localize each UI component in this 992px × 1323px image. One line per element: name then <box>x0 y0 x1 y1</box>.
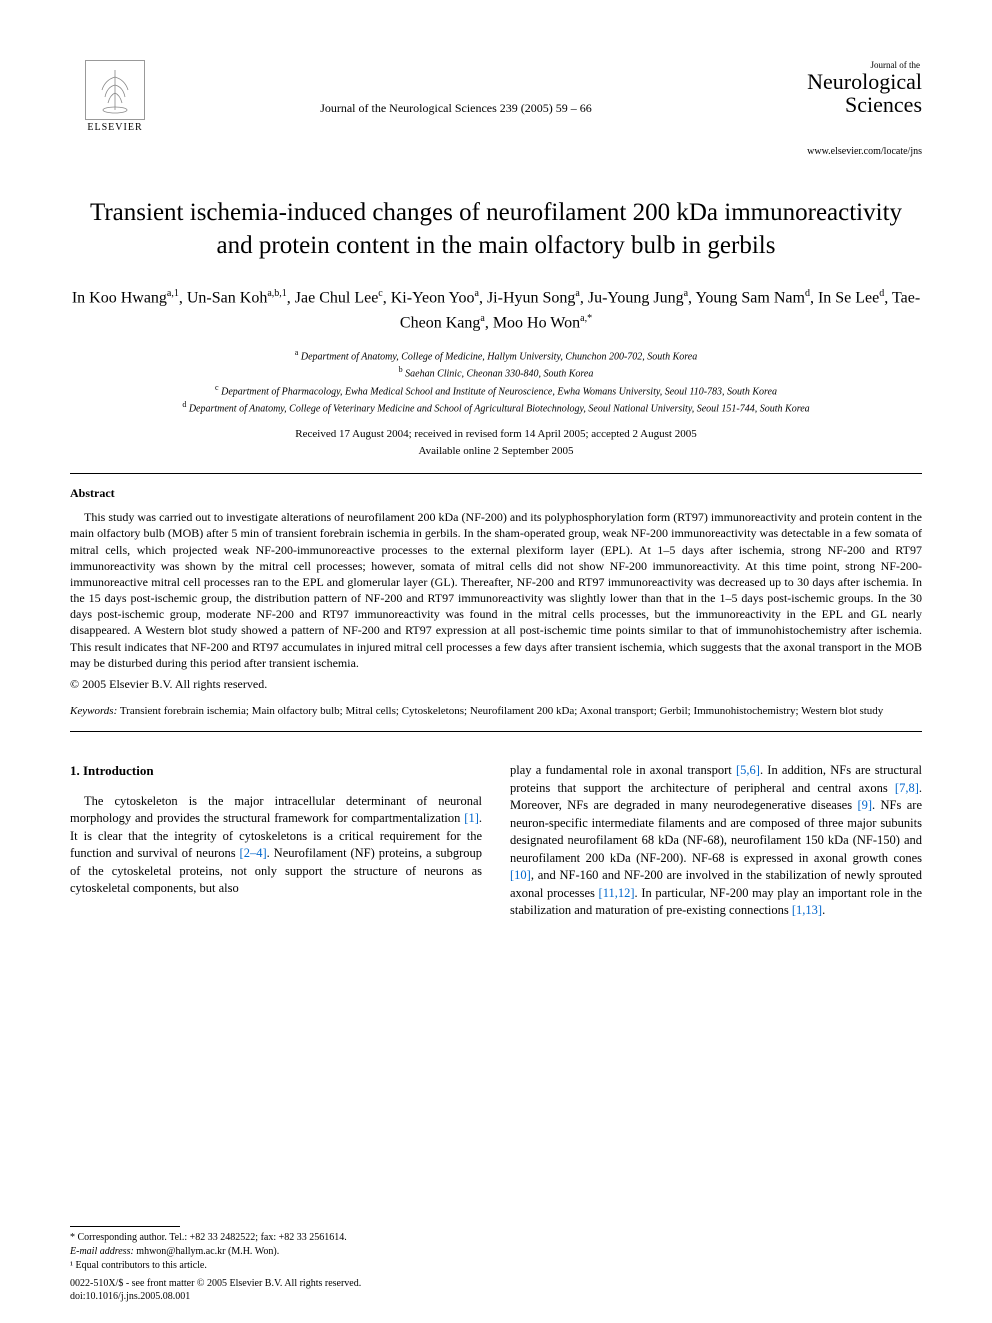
keywords-text: Transient forebrain ischemia; Main olfac… <box>120 705 883 717</box>
abstract-body: This study was carried out to investigat… <box>70 509 922 671</box>
footnote-rule <box>70 1226 180 1227</box>
rule-top <box>70 473 922 474</box>
journal-logo-block: Journal of the Neurological Sciences www… <box>752 60 922 157</box>
body-columns: 1. Introduction The cytoskeleton is the … <box>70 762 922 920</box>
footer: 0022-510X/$ - see front matter © 2005 El… <box>70 1277 361 1303</box>
journal-name-l2: Sciences <box>752 93 922 116</box>
email-address: mhwon@hallym.ac.kr (M.H. Won). <box>136 1246 279 1257</box>
intro-para-1: The cytoskeleton is the major intracellu… <box>70 793 482 898</box>
article-dates: Received 17 August 2004; received in rev… <box>70 426 922 459</box>
affiliation-c: c Department of Pharmacology, Ewha Medic… <box>70 382 922 399</box>
affiliation-a: a Department of Anatomy, College of Medi… <box>70 347 922 364</box>
email-label: E-mail address: <box>70 1246 134 1257</box>
affiliations: a Department of Anatomy, College of Medi… <box>70 347 922 416</box>
publisher-logo: ELSEVIER <box>70 60 160 133</box>
section-1-heading: 1. Introduction <box>70 762 482 780</box>
affiliation-d: d Department of Anatomy, College of Vete… <box>70 399 922 416</box>
equal-contrib: ¹ Equal contributors to this article. <box>70 1259 470 1273</box>
affiliation-b: b Saehan Clinic, Cheonan 330-840, South … <box>70 364 922 381</box>
keywords: Keywords: Transient forebrain ischemia; … <box>70 704 922 719</box>
column-right: play a fundamental role in axonal transp… <box>510 762 922 920</box>
footer-issn: 0022-510X/$ - see front matter © 2005 El… <box>70 1277 361 1290</box>
footnotes: * Corresponding author. Tel.: +82 33 248… <box>70 1226 470 1273</box>
abstract-copyright: © 2005 Elsevier B.V. All rights reserved… <box>70 677 922 692</box>
journal-name-l1: Neurological <box>752 70 922 93</box>
article-title: Transient ischemia-induced changes of ne… <box>70 197 922 262</box>
elsevier-tree-icon <box>85 60 145 120</box>
keywords-label: Keywords: <box>70 705 117 717</box>
author-list: In Koo Hwanga,1, Un-San Koha,b,1, Jae Ch… <box>70 286 922 335</box>
intro-para-2: play a fundamental role in axonal transp… <box>510 762 922 920</box>
rule-bottom <box>70 731 922 732</box>
footer-doi: doi:10.1016/j.jns.2005.08.001 <box>70 1290 361 1303</box>
abstract-heading: Abstract <box>70 486 922 501</box>
abstract-text: This study was carried out to investigat… <box>70 509 922 671</box>
dates-received: Received 17 August 2004; received in rev… <box>70 426 922 443</box>
journal-reference: Journal of the Neurological Sciences 239… <box>160 101 752 116</box>
publisher-name: ELSEVIER <box>87 122 142 133</box>
journal-url: www.elsevier.com/locate/jns <box>752 146 922 157</box>
page-header: ELSEVIER Journal of the Neurological Sci… <box>70 60 922 157</box>
dates-online: Available online 2 September 2005 <box>70 443 922 460</box>
corresponding-author: * Corresponding author. Tel.: +82 33 248… <box>70 1231 470 1245</box>
column-left: 1. Introduction The cytoskeleton is the … <box>70 762 482 920</box>
email-line: E-mail address: mhwon@hallym.ac.kr (M.H.… <box>70 1245 470 1259</box>
